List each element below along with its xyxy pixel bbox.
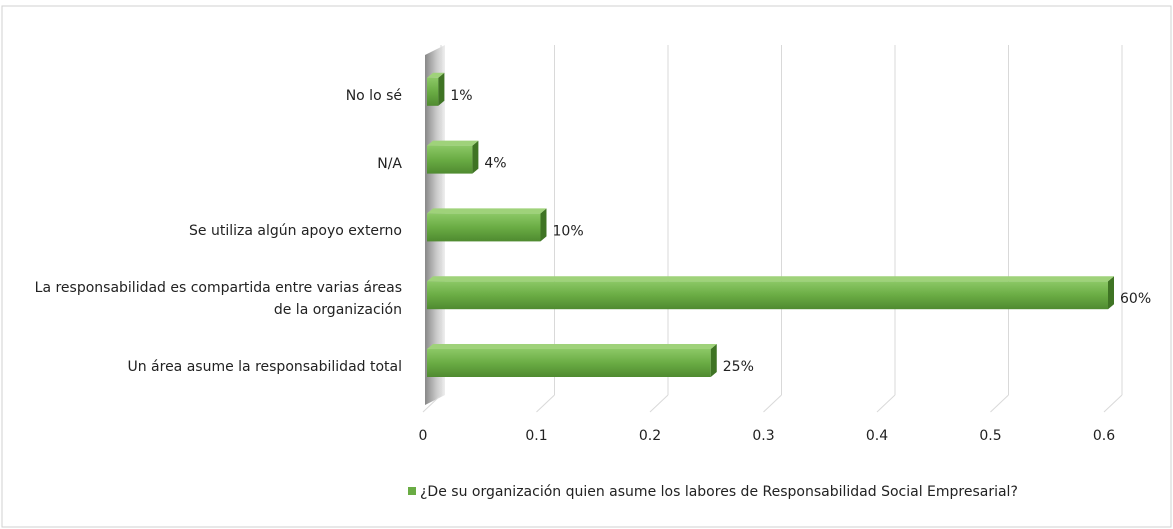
- grid-line: [536, 394, 555, 413]
- data-label: 60%: [1120, 291, 1151, 307]
- y-tick-label: N/A: [377, 155, 402, 172]
- bar-side: [710, 344, 717, 377]
- x-tick-label: 0.4: [866, 428, 888, 444]
- x-tick-label: 0.2: [639, 428, 661, 444]
- grid-line: [876, 394, 896, 413]
- frame: [1, 5, 1172, 528]
- bar-top: [427, 276, 1114, 282]
- bar-side: [438, 72, 445, 106]
- grid-line: [990, 394, 1009, 413]
- x-tick-label: 0.6: [1093, 428, 1115, 444]
- y-tick-label: La responsabilidad es compartida entre v…: [34, 280, 402, 319]
- y-tick-label: No lo sé: [345, 87, 402, 104]
- bar-top: [427, 140, 479, 146]
- y-tick-label: Un área asume la responsabilidad total: [127, 359, 402, 375]
- bar-side: [472, 140, 479, 174]
- data-label: 4%: [484, 156, 506, 172]
- data-label: 25%: [723, 359, 754, 375]
- bar: [427, 213, 541, 242]
- bar-side: [1108, 276, 1114, 310]
- legend-text: ¿De su organización quien asume los labo…: [420, 484, 1018, 500]
- y-tick-label: Se utiliza algún apoyo externo: [189, 223, 402, 240]
- x-tick-label: 0.1: [525, 428, 547, 444]
- legend-swatch: [408, 487, 416, 495]
- bar: [427, 145, 473, 174]
- grid-line: [763, 394, 782, 413]
- x-tick-label: 0: [419, 428, 428, 444]
- grid-line: [422, 394, 442, 413]
- x-tick-label: 0.5: [979, 428, 1001, 444]
- grid-line: [1103, 394, 1123, 413]
- bar: [427, 281, 1108, 310]
- bar-side: [540, 208, 547, 242]
- grid-line: [649, 394, 669, 413]
- x-tick-label: 0.3: [752, 428, 774, 444]
- data-label: 10%: [553, 223, 584, 239]
- data-label: 1%: [450, 88, 472, 104]
- bar: [427, 77, 439, 106]
- bar-top: [427, 208, 547, 214]
- bar: [427, 349, 711, 377]
- bar-top: [427, 344, 717, 349]
- bar-top: [427, 72, 445, 78]
